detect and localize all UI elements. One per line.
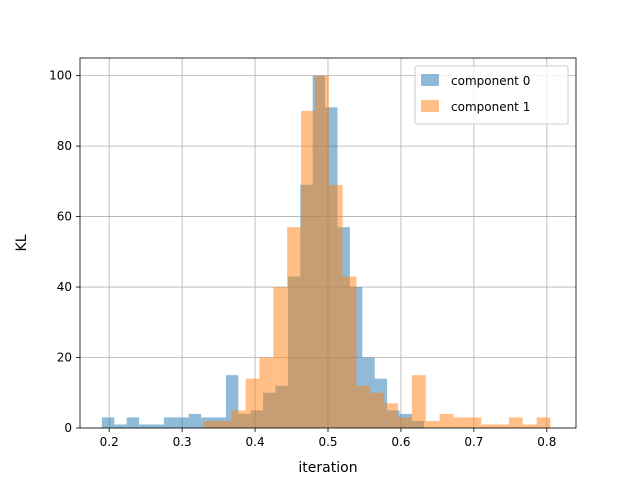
y-tick-label: 40 (57, 280, 72, 294)
histogram-bar-series-1 (522, 424, 537, 428)
legend-swatch-series-1 (421, 100, 439, 112)
histogram-bar-series-1 (301, 110, 315, 428)
x-tick-label: 0.2 (100, 435, 119, 449)
x-axis-label: iteration (298, 460, 357, 476)
histogram-bar-series-0 (176, 417, 189, 428)
histogram-bar-series-0 (114, 424, 127, 428)
x-tick-label: 0.7 (464, 435, 483, 449)
histogram-bar-series-1 (536, 417, 551, 428)
histogram-bar-series-1 (356, 385, 371, 428)
legend-label-series-0: component 0 (451, 74, 530, 88)
histogram-bar-series-1 (259, 357, 274, 428)
x-tick-label: 0.6 (391, 435, 410, 449)
histogram-bar-series-1 (495, 424, 509, 428)
x-tick-label: 0.5 (318, 435, 337, 449)
histogram-bar-series-1 (342, 276, 357, 428)
histogram-bar-series-1 (384, 403, 399, 428)
histogram-bars (101, 75, 551, 428)
histogram-bar-series-1 (439, 413, 454, 428)
legend-box (414, 65, 569, 125)
histogram-bar-series-0 (139, 424, 152, 428)
y-tick-label: 20 (57, 351, 72, 365)
histogram-bar-series-0 (101, 417, 115, 428)
histogram-bar-series-1 (245, 378, 260, 428)
histogram-bar-series-1 (453, 417, 468, 428)
histogram-bar-series-0 (151, 424, 164, 428)
x-tick-label: 0.4 (246, 435, 265, 449)
y-tick-label: 0 (64, 421, 72, 435)
histogram-bar-series-1 (481, 424, 496, 428)
legend-label-series-1: component 1 (451, 100, 530, 114)
histogram-bar-series-1 (425, 420, 440, 428)
histogram-bar-series-1 (204, 420, 218, 428)
y-tick-label: 80 (57, 139, 72, 153)
histogram-bar-series-1 (508, 417, 523, 428)
histogram-bar-series-1 (231, 410, 246, 428)
x-tick-label: 0.8 (537, 435, 556, 449)
histogram-bar-series-0 (126, 417, 140, 428)
histogram-bar-series-1 (273, 287, 288, 428)
histogram-bar-series-1 (328, 184, 343, 428)
histogram-bar-series-1 (287, 227, 302, 428)
y-tick-label: 60 (57, 210, 72, 224)
y-axis-label: KL (14, 234, 30, 251)
x-tick-label: 0.3 (173, 435, 192, 449)
legend-swatch-series-0 (421, 74, 439, 86)
histogram-bar-series-1 (370, 392, 385, 428)
histogram-bar-series-1 (217, 420, 232, 428)
histogram-bar-series-1 (314, 75, 329, 428)
legend: component 0 component 1 (414, 65, 569, 125)
histogram-bar-series-1 (398, 417, 412, 428)
histogram-bar-series-0 (188, 413, 202, 428)
histogram-bar-series-0 (163, 417, 177, 428)
y-tick-label: 100 (49, 69, 72, 83)
histogram-bar-series-1 (411, 375, 426, 428)
axis-ticks: 0.2 0.3 0.4 0.5 0.6 0.7 0.8 0 20 40 60 80 100 (49, 69, 556, 449)
histogram-bar-series-1 (467, 417, 482, 428)
